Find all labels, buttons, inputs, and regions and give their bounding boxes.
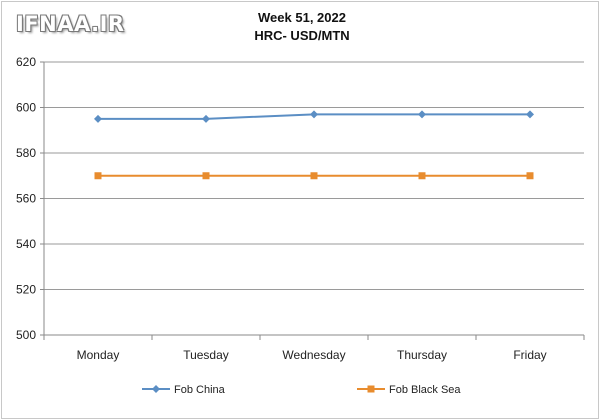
y-tick-label: 600 bbox=[16, 101, 36, 115]
y-tick-label: 560 bbox=[16, 192, 36, 206]
watermark-logo: IFNAA.IR bbox=[16, 12, 125, 36]
data-point bbox=[526, 172, 534, 180]
chart-title: Week 51, 2022 bbox=[258, 10, 346, 25]
y-tick-label: 540 bbox=[16, 237, 36, 251]
x-tick-label: Tuesday bbox=[183, 348, 229, 362]
legend-label: Fob China bbox=[174, 384, 226, 396]
x-tick-label: Thursday bbox=[397, 348, 447, 362]
x-tick-label: Wednesday bbox=[282, 348, 345, 362]
y-tick-label: 620 bbox=[16, 55, 36, 69]
y-tick-label: 520 bbox=[16, 283, 36, 297]
chart-subtitle: HRC- USD/MTN bbox=[254, 28, 350, 43]
data-point bbox=[526, 110, 534, 119]
legend-marker bbox=[367, 385, 375, 393]
data-point bbox=[94, 114, 102, 123]
data-point bbox=[418, 172, 426, 180]
data-point bbox=[202, 172, 210, 180]
x-tick-label: Friday bbox=[513, 348, 546, 362]
legend-label: Fob Black Sea bbox=[389, 384, 461, 396]
y-tick-label: 500 bbox=[16, 328, 36, 342]
data-point bbox=[310, 110, 318, 119]
x-tick-label: Monday bbox=[77, 348, 120, 362]
data-point bbox=[310, 172, 318, 180]
data-point bbox=[418, 110, 426, 119]
legend-marker bbox=[152, 385, 160, 393]
data-point bbox=[94, 172, 102, 180]
data-point bbox=[202, 114, 210, 123]
y-tick-label: 580 bbox=[16, 146, 36, 160]
